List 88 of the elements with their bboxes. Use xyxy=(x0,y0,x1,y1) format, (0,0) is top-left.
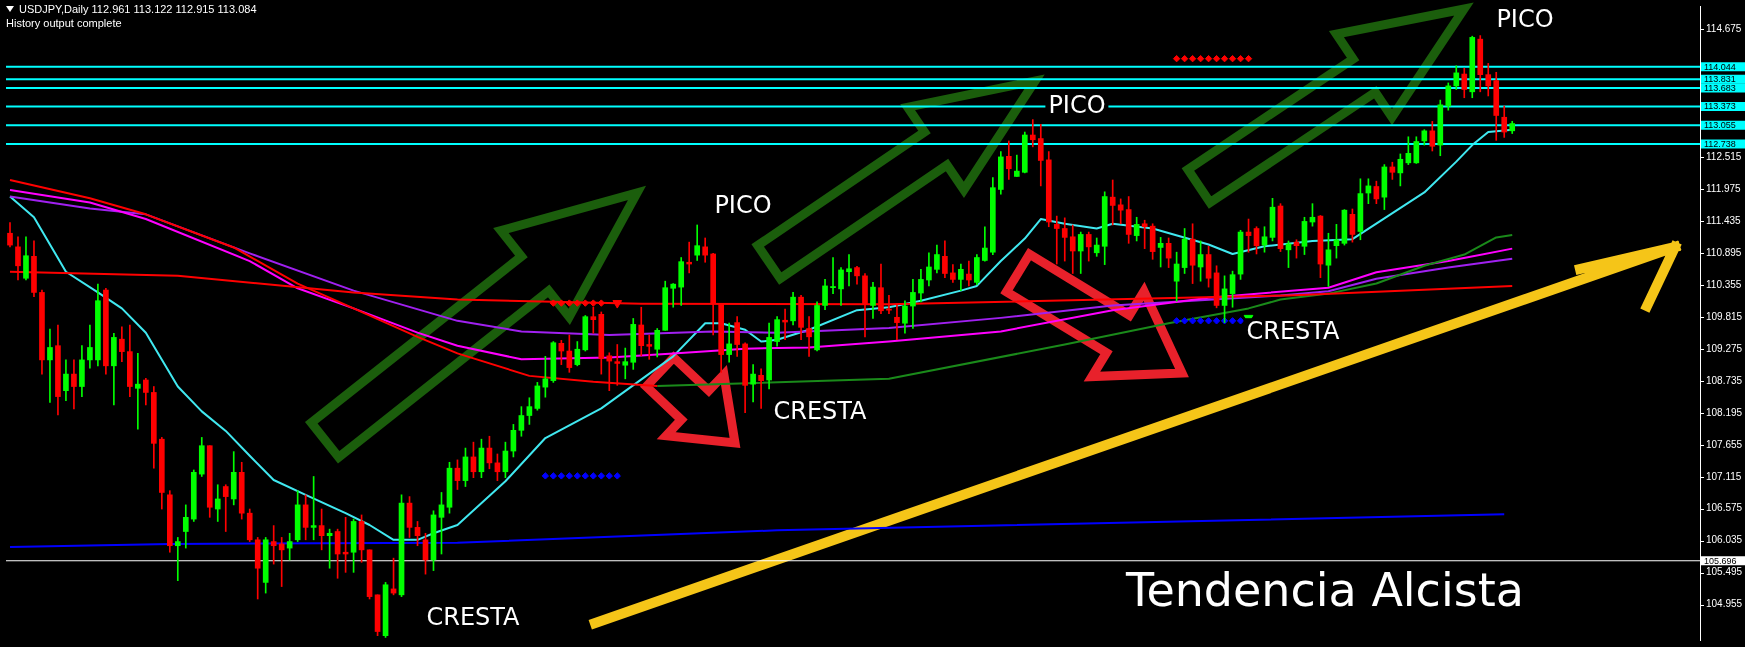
y-tick-label: 111.435 xyxy=(1706,214,1742,226)
point xyxy=(573,472,582,480)
candlestick xyxy=(278,537,285,587)
point xyxy=(1228,317,1237,325)
y-tick-label: 114.675 xyxy=(1706,23,1742,35)
point xyxy=(589,299,598,307)
point xyxy=(1172,54,1181,63)
point xyxy=(1212,317,1221,325)
point xyxy=(1212,54,1221,63)
y-tick-label: 107.655 xyxy=(1706,438,1743,450)
candlestick xyxy=(135,353,141,430)
point xyxy=(573,299,582,307)
candlestick xyxy=(1053,215,1060,265)
candlestick xyxy=(1061,217,1068,262)
point xyxy=(1196,317,1205,325)
y-tick-label: 110.895 xyxy=(1706,246,1742,258)
point xyxy=(597,299,605,307)
point xyxy=(1228,54,1237,63)
y-tick-label: 109.275 xyxy=(1706,342,1743,354)
point xyxy=(1172,317,1181,325)
annotation: Tendencia Alcista xyxy=(1123,562,1527,617)
y-tick-label: 104.955 xyxy=(1706,598,1743,610)
y-tick-label: 110.355 xyxy=(1706,278,1742,290)
y-tick-label: 105.495 xyxy=(1706,566,1743,578)
point xyxy=(1204,54,1213,63)
y-tick-label: 111.975 xyxy=(1706,182,1742,194)
point xyxy=(1196,54,1205,63)
y-tick-label: 112.515 xyxy=(1706,150,1742,162)
candlestick xyxy=(830,257,836,294)
ref-line-label: 112.738 xyxy=(1704,138,1736,149)
point xyxy=(541,472,550,480)
point xyxy=(557,299,566,307)
point xyxy=(597,472,605,480)
point xyxy=(589,472,598,480)
candlestick xyxy=(806,316,812,357)
point xyxy=(612,300,623,309)
text: History output complete xyxy=(6,16,123,30)
ref-line-label: 113.373 xyxy=(1704,101,1736,112)
ref-line-label: 113.831 xyxy=(1704,74,1736,85)
point xyxy=(1188,317,1197,325)
candlestick xyxy=(1029,119,1036,148)
candlestick xyxy=(222,484,229,532)
candlestick xyxy=(214,484,221,522)
y-tick-label: 106.035 xyxy=(1706,534,1743,546)
point xyxy=(1180,317,1189,325)
point xyxy=(549,472,558,480)
annotation: PICO xyxy=(711,191,775,220)
point xyxy=(549,299,558,307)
point xyxy=(565,472,574,480)
point xyxy=(1220,54,1229,63)
candlestick xyxy=(47,328,53,403)
candlestick xyxy=(174,537,181,581)
annotation: PICO xyxy=(1045,91,1109,120)
point xyxy=(1188,54,1197,63)
point xyxy=(581,472,590,480)
ref-line-label: 114.044 xyxy=(1704,61,1736,72)
point xyxy=(581,299,590,307)
candlestick xyxy=(966,260,972,287)
annotation: PICO xyxy=(1493,5,1557,34)
point xyxy=(565,299,574,307)
ref-line-label: 105.696 xyxy=(1704,555,1737,566)
point xyxy=(1180,54,1189,63)
candlestick xyxy=(670,283,677,308)
annotation: CRESTA xyxy=(423,603,523,632)
ref-line-label: 113.683 xyxy=(1704,83,1736,94)
chart-title: USDJPY,Daily 112.961 113.122 112.915 113.084 xyxy=(19,2,257,16)
candlestick xyxy=(270,525,277,565)
candlestick xyxy=(646,334,653,360)
y-tick-label: 108.735 xyxy=(1706,374,1743,386)
point xyxy=(1236,317,1245,325)
point xyxy=(1244,54,1253,63)
y-tick-label: 106.575 xyxy=(1706,502,1743,514)
point xyxy=(1204,317,1213,325)
annotation: CRESTA xyxy=(1243,317,1343,346)
candlestick xyxy=(758,368,764,409)
candlestick xyxy=(1117,198,1124,225)
candlestick xyxy=(846,254,852,287)
point xyxy=(1236,54,1245,63)
y-tick-label: 107.115 xyxy=(1706,470,1742,482)
candlestick xyxy=(1109,179,1116,226)
annotation: CRESTA xyxy=(770,397,870,426)
y-tick-label: 109.815 xyxy=(1706,310,1743,322)
y-tick-label: 108.195 xyxy=(1706,406,1743,418)
point xyxy=(557,472,566,480)
candlestick xyxy=(622,347,629,380)
ref-line-label: 113.055 xyxy=(1704,120,1736,131)
point xyxy=(605,472,613,480)
point xyxy=(613,472,621,480)
